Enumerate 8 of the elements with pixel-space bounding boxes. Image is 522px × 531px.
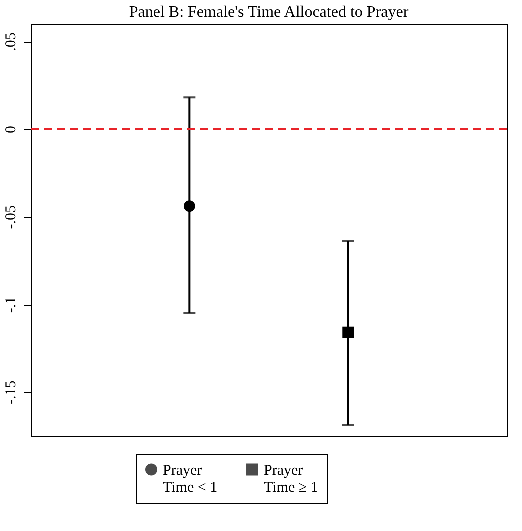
y-tick-label: -.15: [4, 380, 20, 405]
y-tick-label: -.1: [4, 296, 20, 314]
chart-title: Panel B: Female's Time Allocated to Prayer: [129, 4, 410, 21]
y-tick-label: -.05: [4, 205, 20, 230]
legend-label: Prayer Time ≥ 1: [264, 462, 318, 496]
y-tick-label: .05: [4, 32, 20, 52]
y-tick-label: 0: [4, 126, 20, 134]
legend-label: Prayer Time < 1: [163, 462, 218, 496]
